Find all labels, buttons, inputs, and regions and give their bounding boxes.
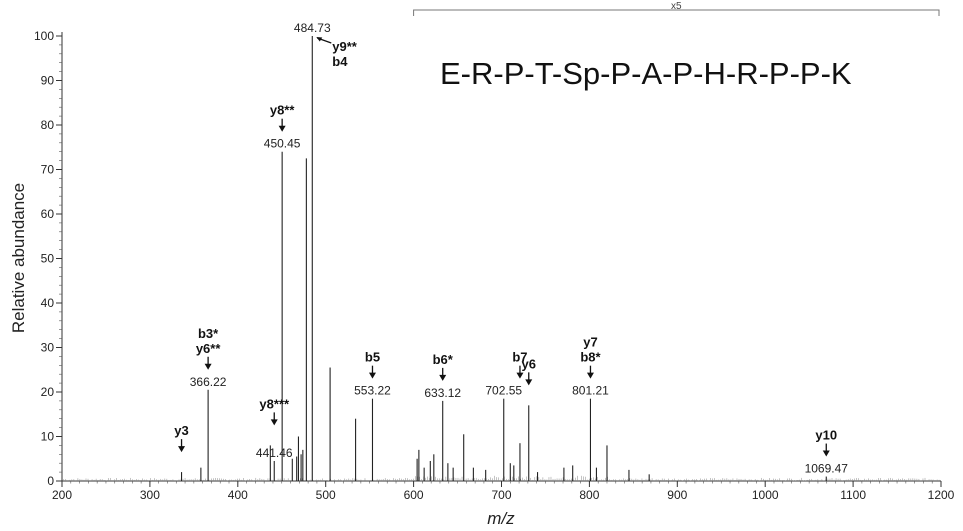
annotation-arrowhead	[439, 374, 447, 381]
ion-annotation: y6**	[196, 341, 222, 356]
annotation-arrowhead	[525, 379, 533, 386]
ion-annotation: b8*	[580, 350, 601, 365]
x-tick-label: 400	[228, 488, 248, 502]
peak-mz-label: 553.22	[354, 384, 391, 398]
zoom-label: x5	[671, 1, 682, 12]
ion-annotation: y10	[815, 428, 837, 443]
annotation-arrowhead	[270, 419, 278, 426]
ion-annotation: y3	[174, 423, 188, 438]
ion-annotation: b4	[332, 54, 348, 69]
ion-annotation: b7	[512, 350, 527, 365]
peak-mz-label: 450.45	[264, 137, 301, 151]
annotation-arrowhead	[516, 372, 524, 379]
peak-mz-label: 366.22	[190, 375, 227, 389]
y-tick-label: 80	[41, 118, 55, 132]
ion-annotation: y9**	[332, 39, 358, 54]
annotation-arrowhead	[822, 450, 830, 457]
y-tick-label: 90	[41, 74, 55, 88]
x-tick-label: 1000	[752, 488, 779, 502]
y-tick-label: 60	[41, 207, 55, 221]
y-tick-label: 100	[34, 29, 54, 43]
peak-mz-label: 441.46	[256, 446, 293, 460]
x-tick-label: 700	[491, 488, 511, 502]
zoom-bracket	[413, 9, 940, 16]
x-tick-label: 600	[404, 488, 424, 502]
ion-annotation: y6	[522, 356, 536, 371]
peak-mz-label: 484.73	[294, 21, 331, 35]
ion-annotation: b6*	[433, 352, 454, 367]
annotation-arrowhead	[178, 446, 186, 453]
y-tick-label: 10	[41, 430, 55, 444]
peptide-sequence-title: E-R-P-T-Sp-P-A-P-H-R-P-P-K	[440, 56, 852, 91]
x-tick-label: 200	[52, 488, 72, 502]
ion-annotation: b3*	[198, 326, 219, 341]
annotation-arrowhead	[368, 372, 376, 379]
x-tick-label: 300	[140, 488, 160, 502]
x-tick-label: 1200	[928, 488, 955, 502]
y-tick-label: 0	[47, 474, 54, 488]
annotation-arrowhead	[204, 363, 212, 370]
peak-mz-label: 1069.47	[805, 462, 849, 476]
y-tick-label: 20	[41, 385, 55, 399]
annotation-arrowhead	[278, 125, 286, 132]
x-tick-label: 800	[579, 488, 599, 502]
annotation-arrowhead	[586, 372, 594, 379]
ion-annotation: y7	[583, 335, 597, 350]
y-tick-label: 30	[41, 341, 55, 355]
x-tick-label: 500	[316, 488, 336, 502]
x-tick-label: 900	[667, 488, 687, 502]
x-axis-title: m/z	[487, 509, 515, 528]
y-tick-label: 70	[41, 163, 55, 177]
y-axis-title: Relative abundance	[9, 183, 28, 333]
peak-mz-label: 633.12	[424, 386, 461, 400]
annotation-arrowhead	[316, 37, 323, 42]
peak-mz-label: 702.55	[485, 384, 522, 398]
ion-annotation: y8**	[270, 103, 296, 118]
peaks	[63, 36, 940, 481]
x-tick-label: 1100	[840, 488, 866, 502]
ion-annotation: y8***	[259, 396, 290, 411]
ion-annotation: b5	[365, 350, 380, 365]
y-tick-label: 40	[41, 296, 55, 310]
y-tick-label: 50	[41, 252, 55, 266]
peak-mz-label: 801.21	[572, 384, 609, 398]
annotations: 366.22 441.46 450.45 484.73 553.22 633.12 702.…	[174, 21, 848, 476]
